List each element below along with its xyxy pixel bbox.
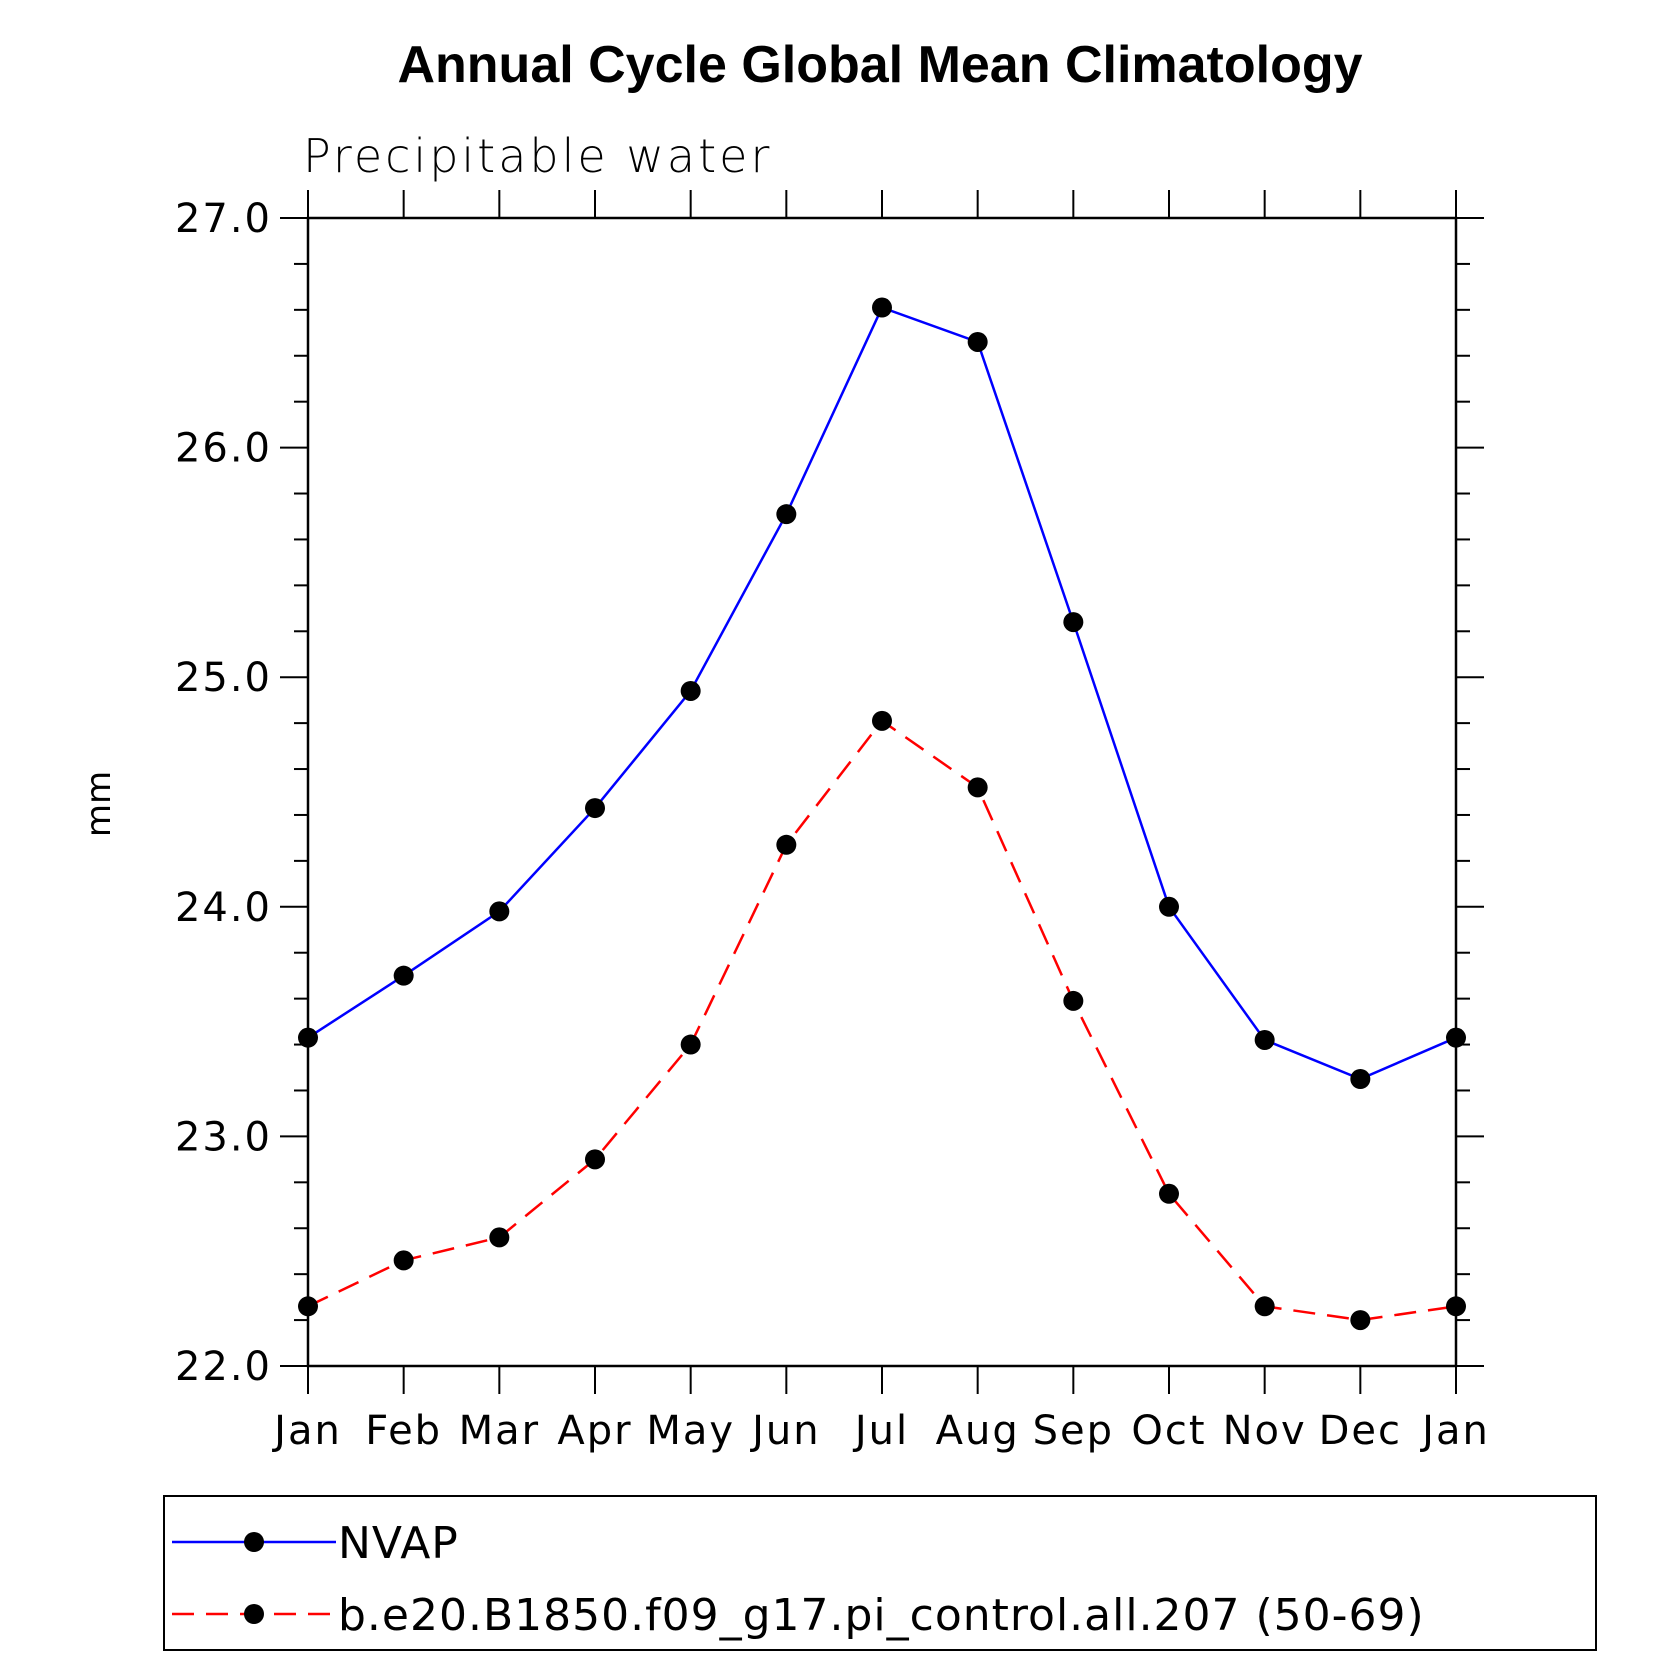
series-1-point	[1350, 1069, 1371, 1089]
series-1-point	[1254, 1029, 1275, 1050]
series-1-point	[585, 798, 605, 819]
series-1-point	[967, 331, 988, 352]
legend-label-2: b.e20.B1850.f09_g17.pi_control.all.207 (…	[338, 1590, 1425, 1641]
series-2-point	[680, 1034, 701, 1055]
series-1-point	[298, 1027, 318, 1048]
x-tick-label: Jun	[749, 1408, 821, 1454]
legend-marker-1	[244, 1532, 264, 1552]
x-tick-label: Nov	[1223, 1408, 1307, 1454]
series-2-point	[1063, 990, 1084, 1011]
y-tick-label: 24.0	[175, 885, 272, 931]
x-tick-label: May	[646, 1408, 735, 1454]
y-axis-label: mm	[79, 771, 119, 837]
series-2-point	[489, 1227, 510, 1248]
series-2-point	[1446, 1296, 1466, 1317]
series-1-point	[680, 680, 701, 701]
x-tick-label: Oct	[1131, 1408, 1206, 1454]
y-tick-label: 25.0	[175, 655, 272, 701]
legend: NVAP b.e20.B1850.f09_g17.pi_control.all.2…	[163, 1495, 1597, 1651]
series-line-2	[307, 719, 1457, 1322]
plot-frame	[306, 216, 1458, 1368]
x-tick-label: Apr	[557, 1408, 632, 1454]
x-tick-label: Jul	[852, 1408, 909, 1454]
chart-subtitle: Precipitable water	[303, 129, 772, 183]
series-2-point	[1254, 1296, 1275, 1317]
series-2-point	[585, 1149, 605, 1170]
legend-box	[163, 1495, 1597, 1651]
legend-marker-2	[244, 1604, 264, 1624]
y-tick-label: 27.0	[175, 196, 272, 242]
x-tick-label: Aug	[936, 1408, 1020, 1454]
chart-title: Annual Cycle Global Mean Climatology	[397, 36, 1362, 94]
y-tick-label: 22.0	[175, 1344, 272, 1390]
series-1-point	[393, 965, 414, 986]
y-tick-label: 26.0	[175, 426, 272, 472]
x-tick-label: Mar	[459, 1408, 540, 1454]
plot-area: 22.0 23.0 24.0 25.0 26.0 27.0 Jan Feb Mar Apr May J…	[175, 190, 1490, 1454]
x-tick-label: Jan	[271, 1408, 342, 1454]
series-1-point	[1446, 1027, 1466, 1048]
series-1-point	[1063, 612, 1084, 633]
series-1-point	[489, 901, 510, 922]
series-2-point	[776, 834, 797, 855]
series-1-point	[776, 504, 797, 525]
series-2-point	[1159, 1183, 1179, 1204]
x-tick-label: Feb	[365, 1408, 442, 1454]
y-tick-label: 23.0	[175, 1114, 272, 1160]
series-2-point	[1350, 1310, 1371, 1331]
series-2-point	[967, 777, 988, 798]
x-tick-label: Dec	[1319, 1408, 1402, 1454]
series-line-1	[307, 305, 1457, 1081]
legend-label-1: NVAP	[338, 1518, 459, 1569]
series-2-point	[298, 1296, 318, 1317]
x-tick-label: Sep	[1033, 1408, 1114, 1454]
x-tick-label: Jan	[1419, 1408, 1490, 1454]
series-2-point	[872, 710, 892, 731]
series-1-point	[872, 297, 892, 318]
series-1-point	[1159, 896, 1179, 917]
series-2-point	[393, 1250, 414, 1271]
